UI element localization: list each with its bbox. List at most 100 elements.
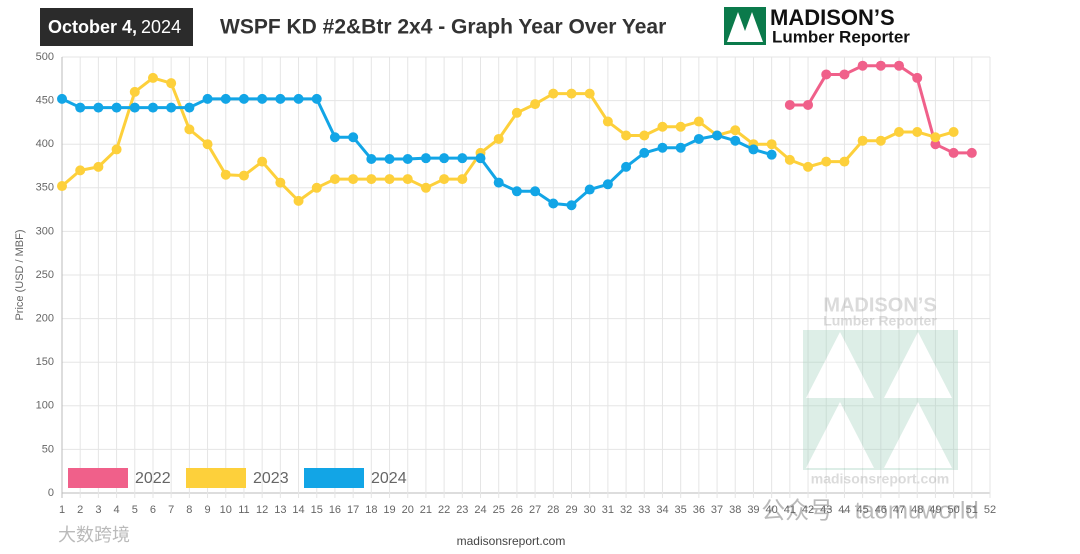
data-point	[238, 93, 249, 104]
data-point	[730, 135, 741, 146]
x-tick-label: 44	[838, 504, 850, 516]
data-point	[202, 139, 213, 150]
x-tick-label: 46	[875, 504, 887, 516]
data-point	[930, 139, 941, 150]
x-tick-label: 15	[311, 504, 323, 516]
data-point	[420, 182, 431, 193]
corner-watermark: 大数跨境	[58, 525, 130, 545]
y-tick-label: 200	[36, 313, 54, 325]
data-point	[948, 147, 959, 158]
data-point	[602, 116, 613, 127]
data-point	[202, 93, 213, 104]
x-tick-label: 25	[493, 504, 505, 516]
data-point	[530, 186, 541, 197]
data-point	[803, 99, 814, 110]
data-point	[257, 93, 268, 104]
x-tick-label: 4	[114, 504, 120, 516]
y-tick-label: 500	[36, 51, 54, 63]
data-point	[75, 102, 86, 113]
data-point	[857, 60, 868, 71]
data-point	[111, 102, 122, 113]
data-point	[602, 179, 613, 190]
x-tick-label: 47	[893, 504, 905, 516]
data-point	[839, 156, 850, 167]
y-tick-label: 350	[36, 182, 54, 194]
x-tick-label: 51	[966, 504, 978, 516]
data-point	[784, 99, 795, 110]
x-tick-label: 3	[95, 504, 101, 516]
x-tick-label: 20	[402, 504, 414, 516]
data-point	[311, 93, 322, 104]
data-point	[675, 121, 686, 132]
data-point	[566, 88, 577, 99]
data-point	[493, 177, 504, 188]
y-tick-label: 450	[36, 95, 54, 107]
x-tick-label: 5	[132, 504, 138, 516]
data-point	[329, 132, 340, 143]
x-tick-label: 12	[256, 504, 268, 516]
data-point	[621, 161, 632, 172]
x-tick-label: 49	[929, 504, 941, 516]
footer: madisonsreport.com	[457, 534, 566, 548]
data-point	[147, 102, 158, 113]
data-point	[930, 132, 941, 143]
data-point	[366, 174, 377, 185]
data-point	[566, 200, 577, 211]
x-tick-label: 10	[220, 504, 232, 516]
data-point	[730, 125, 741, 136]
x-tick-label: 21	[420, 504, 432, 516]
x-tick-label: 38	[729, 504, 741, 516]
data-point	[93, 102, 104, 113]
x-tick-label: 41	[784, 504, 796, 516]
data-point	[311, 182, 322, 193]
y-tick-label: 300	[36, 225, 54, 237]
data-point	[420, 153, 431, 164]
x-tick-label: 11	[238, 504, 249, 516]
x-tick-label: 39	[747, 504, 759, 516]
data-point	[948, 126, 959, 137]
data-point	[530, 99, 541, 110]
x-tick-label: 22	[438, 504, 450, 516]
data-point	[57, 93, 67, 104]
x-tick-label: 8	[186, 504, 192, 516]
x-tick-label: 6	[150, 504, 156, 516]
legend-swatch	[304, 468, 364, 488]
data-point	[439, 174, 450, 185]
logo-top: MADISON’S	[770, 5, 895, 30]
data-point	[621, 130, 632, 141]
data-point	[657, 121, 668, 132]
y-tick-label: 400	[36, 138, 54, 150]
x-tick-label: 50	[947, 504, 959, 516]
data-point	[875, 135, 886, 146]
y-tick-label: 50	[42, 443, 54, 455]
data-point	[584, 88, 595, 99]
x-tick-label: 35	[675, 504, 687, 516]
x-tick-label: 2	[77, 504, 83, 516]
data-point	[857, 135, 868, 146]
data-point	[511, 186, 522, 197]
x-tick-label: 17	[347, 504, 359, 516]
data-point	[693, 116, 704, 127]
x-tick-label: 16	[329, 504, 341, 516]
x-tick-label: 24	[474, 504, 486, 516]
data-point	[766, 139, 777, 150]
data-point	[493, 133, 504, 144]
data-point	[439, 153, 450, 164]
data-point	[129, 102, 140, 113]
data-point	[548, 88, 559, 99]
series-line	[61, 76, 955, 203]
data-point	[129, 86, 140, 97]
watermark-mark	[803, 330, 958, 470]
x-tick-label: 40	[766, 504, 778, 516]
watermark-triangles	[806, 332, 952, 468]
data-point	[912, 126, 923, 137]
x-tick-label: 32	[620, 504, 632, 516]
data-point	[238, 170, 249, 181]
data-point	[821, 156, 832, 167]
data-point	[111, 144, 122, 155]
data-point	[839, 69, 850, 80]
x-tick-label: 37	[711, 504, 723, 516]
data-point	[293, 93, 304, 104]
data-point	[220, 169, 231, 180]
